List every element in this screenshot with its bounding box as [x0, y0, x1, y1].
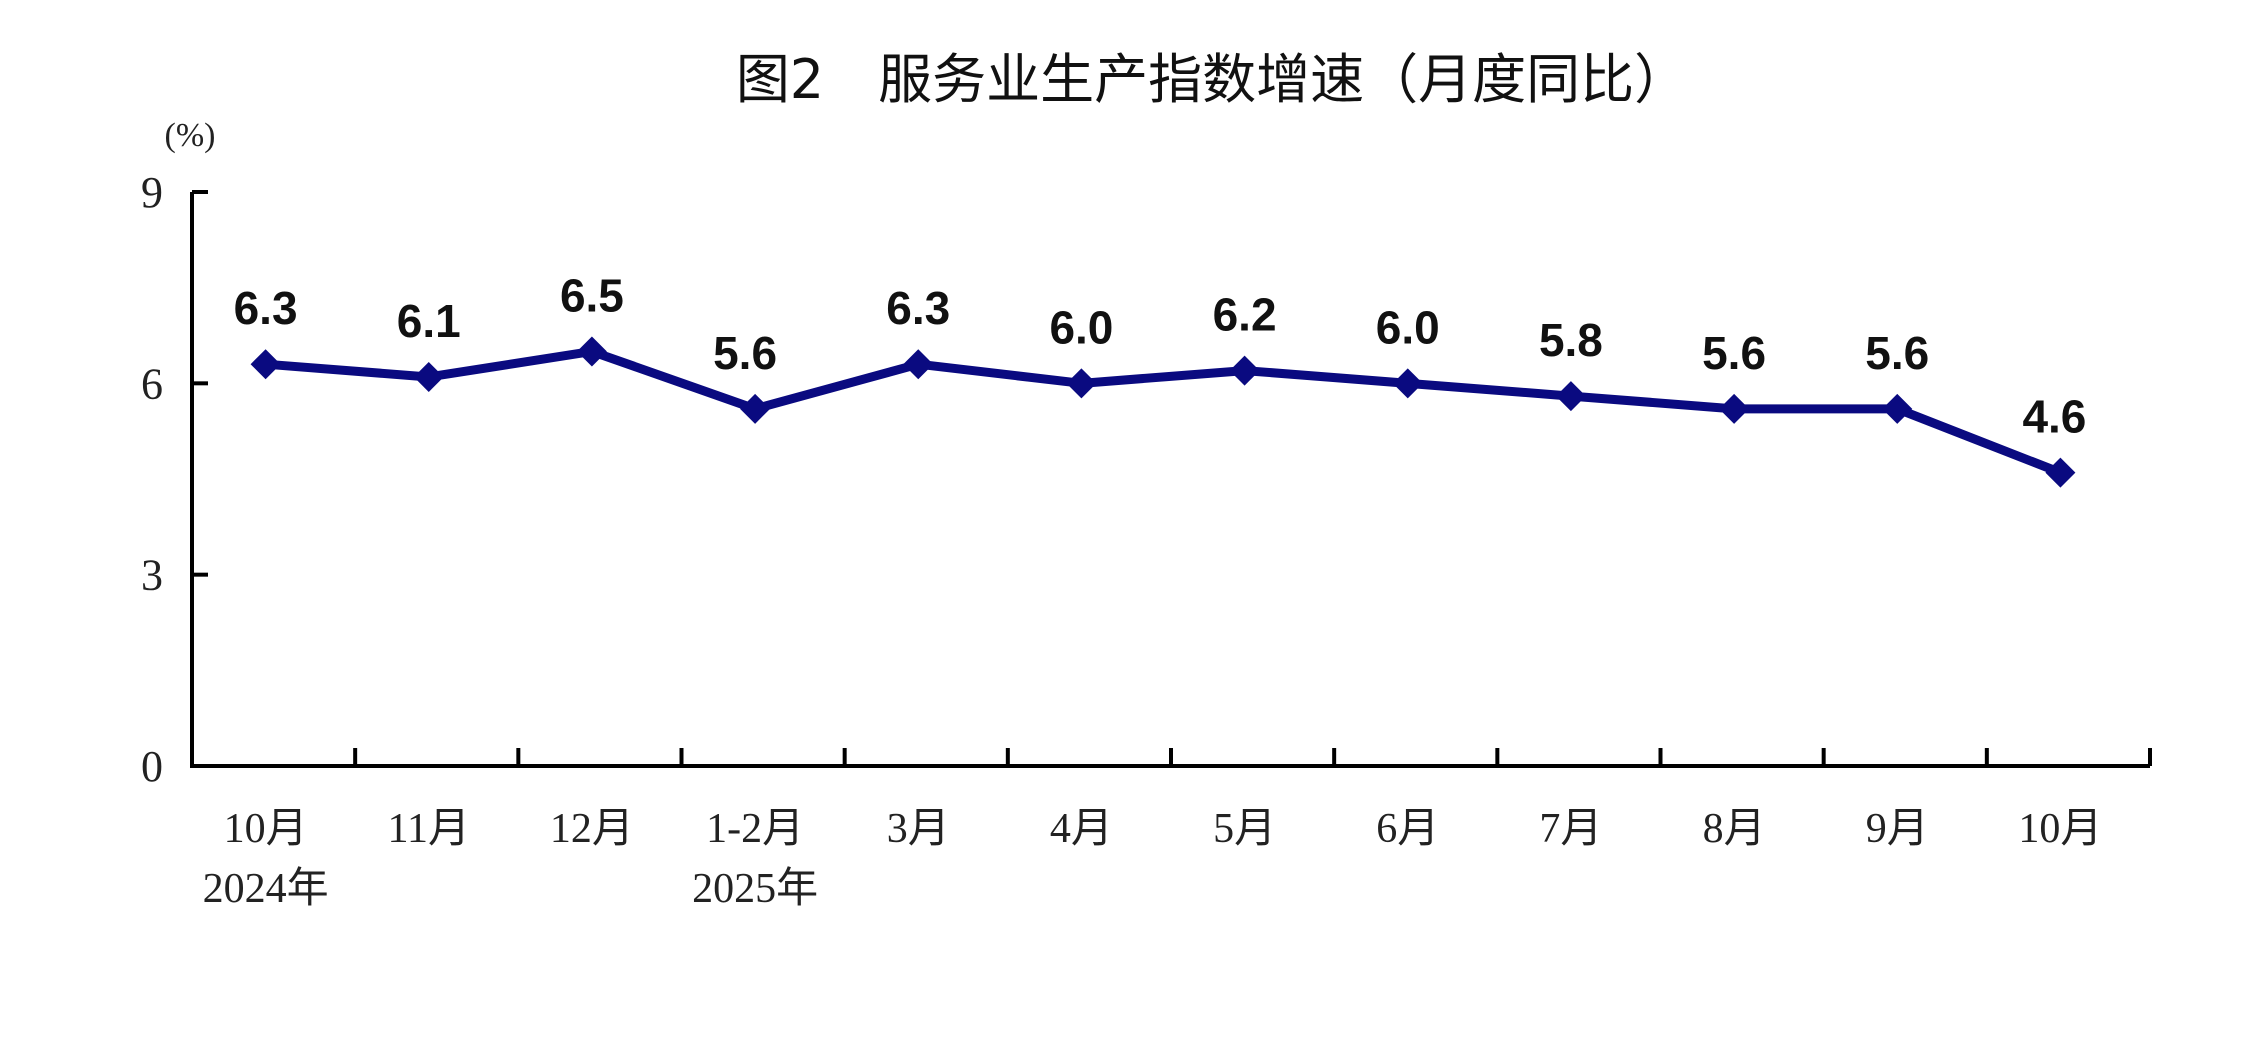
- data-label: 6.3: [886, 282, 950, 334]
- x-tick-label: 10月: [2018, 806, 2102, 852]
- data-label: 5.8: [1539, 314, 1603, 366]
- data-label: 6.5: [560, 269, 624, 321]
- data-label: 5.6: [1702, 327, 1766, 379]
- data-point-marker: [2045, 457, 2076, 488]
- x-tick-label: 5月: [1213, 806, 1276, 852]
- x-tick-label: 4月: [1050, 806, 1113, 852]
- y-tick-label: 6: [141, 359, 163, 408]
- x-tick-label: 3月: [887, 806, 950, 852]
- data-point-marker: [1392, 368, 1423, 399]
- data-point-marker: [413, 361, 444, 392]
- x-tick-label: 10月: [224, 806, 308, 852]
- x-tick-label: 11月: [388, 806, 470, 852]
- chart-title: 图2 服务业生产指数增速（月度同比）: [736, 48, 1688, 111]
- x-tick-label: 12月: [550, 806, 634, 852]
- data-label: 5.6: [713, 327, 777, 379]
- data-point-marker: [576, 336, 607, 367]
- data-label: 6.0: [1049, 301, 1113, 353]
- data-point-marker: [1229, 355, 1260, 386]
- x-tick-label: 9月: [1866, 806, 1929, 852]
- data-point-marker: [250, 349, 281, 380]
- data-point-marker: [1882, 393, 1913, 424]
- data-point-marker: [1719, 393, 1750, 424]
- data-label: 6.1: [397, 295, 461, 347]
- data-point-marker: [903, 349, 934, 380]
- series-line: [265, 346, 2063, 477]
- data-point-marker: [1555, 381, 1586, 412]
- data-point-marker: [740, 393, 771, 424]
- y-tick-label: 9: [141, 168, 163, 217]
- y-axis-unit: (%): [165, 117, 216, 154]
- data-label: 6.3: [234, 282, 298, 334]
- data-label: 6.2: [1213, 289, 1277, 341]
- x-tick-label: 1-2月: [706, 806, 804, 852]
- x-tick-label: 7月: [1539, 806, 1602, 852]
- data-label: 4.6: [2022, 391, 2086, 443]
- y-tick-label: 3: [141, 551, 163, 600]
- x-tick-label: 6月: [1376, 806, 1439, 852]
- data-label: 5.6: [1865, 327, 1929, 379]
- year-label: 2025年: [692, 865, 818, 912]
- data-label: 6.0: [1376, 301, 1440, 353]
- y-tick-label: 0: [141, 742, 163, 791]
- x-tick-label: 8月: [1703, 806, 1766, 852]
- data-point-marker: [1066, 368, 1097, 399]
- year-label: 2024年: [203, 865, 329, 912]
